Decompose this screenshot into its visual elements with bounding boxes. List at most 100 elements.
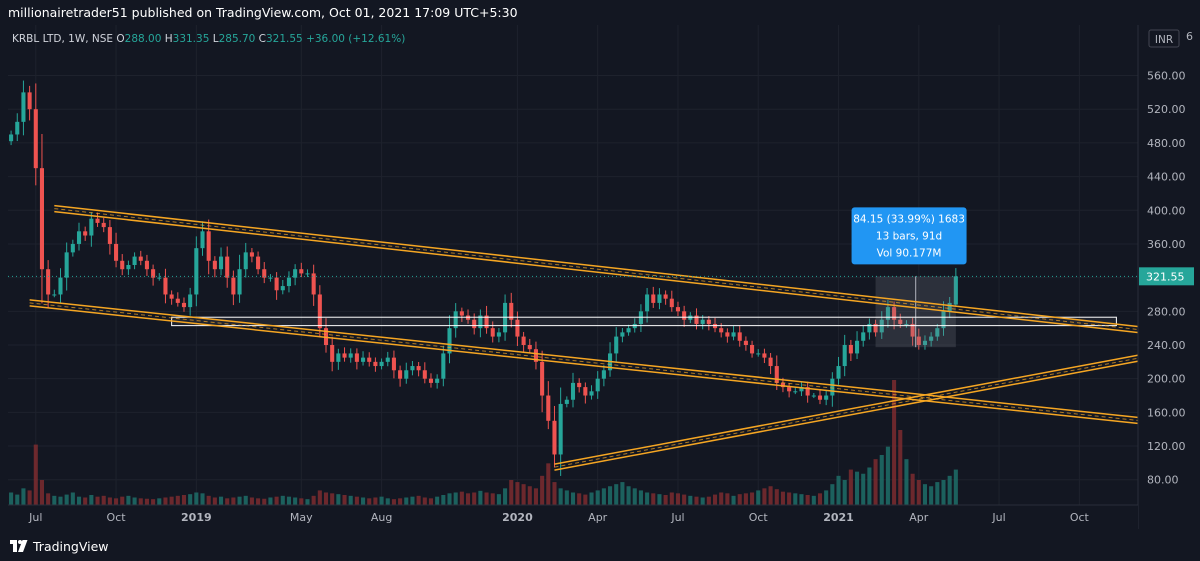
- volume-bar: [348, 495, 353, 505]
- volume-bar: [842, 480, 847, 505]
- trend-channel-line: [54, 204, 1142, 328]
- candle-body: [564, 399, 569, 404]
- volume-bar: [793, 493, 798, 505]
- candle-body: [675, 307, 681, 312]
- candle-body: [70, 243, 75, 253]
- volume-bar: [657, 494, 662, 505]
- volume-bar: [472, 492, 477, 505]
- candle-body: [323, 328, 329, 345]
- volume-bar: [490, 493, 495, 505]
- volume-bar: [774, 489, 779, 505]
- candles: [9, 80, 958, 476]
- candle-body: [577, 382, 582, 388]
- candle-body: [682, 311, 687, 320]
- overlays: KRBL LTD, 1W, NSE O288.00 H331.35 L285.7…: [12, 33, 405, 45]
- volume-bar: [780, 491, 785, 505]
- volume-bar: [848, 469, 853, 505]
- candle-body: [144, 260, 149, 270]
- candle-body: [262, 269, 267, 278]
- volume-bar: [632, 488, 637, 505]
- candle-body: [206, 231, 211, 261]
- open-value: 288.00: [125, 33, 165, 45]
- volume-bar: [126, 495, 131, 505]
- candle-body: [490, 328, 495, 337]
- candle-body: [231, 277, 236, 295]
- volume-bar: [904, 459, 909, 505]
- candle-body: [694, 315, 699, 324]
- volume-bar: [262, 498, 267, 505]
- volume-bar: [188, 494, 193, 505]
- volume-bar: [212, 497, 217, 505]
- low-label: L: [213, 33, 219, 45]
- candle-body: [52, 294, 57, 296]
- volume-bar: [422, 497, 427, 505]
- candle-body: [132, 256, 137, 265]
- time-tick-label: Apr: [909, 511, 929, 524]
- price-tick-label: 520.00: [1147, 103, 1186, 116]
- volume-bar: [509, 480, 514, 505]
- volume-bar: [750, 492, 755, 505]
- candle-body: [361, 357, 366, 362]
- tradingview-logo[interactable]: TradingView: [10, 538, 109, 554]
- volume-bar: [817, 493, 823, 505]
- volume-bar: [614, 484, 619, 505]
- volume-bar: [947, 475, 952, 505]
- candle-body: [317, 294, 322, 329]
- volume-bar: [398, 498, 403, 505]
- candle-body: [175, 298, 180, 303]
- volume-bar: [811, 495, 816, 505]
- volume-bar: [70, 492, 75, 505]
- volume-bar: [873, 459, 878, 505]
- candle-body: [188, 294, 193, 308]
- candle-body: [546, 395, 551, 421]
- candle-body: [929, 336, 934, 341]
- volume-bar: [885, 446, 890, 505]
- candle-body: [89, 218, 94, 236]
- volume-bar: [651, 493, 656, 505]
- candle-body: [657, 294, 662, 303]
- candle-body: [398, 370, 403, 379]
- candle-body: [46, 269, 51, 295]
- candle-body: [21, 92, 26, 122]
- candle-body: [904, 323, 909, 325]
- volume-bar: [323, 492, 329, 505]
- volume-bar: [293, 497, 298, 505]
- candle-body: [15, 121, 20, 135]
- candle-body: [935, 328, 940, 337]
- time-tick-label: Oct: [107, 511, 127, 524]
- volume-bar: [688, 495, 693, 505]
- volume-bar: [830, 484, 835, 505]
- volume-bar: [83, 497, 88, 505]
- candle-body: [243, 252, 248, 270]
- candle-body: [768, 357, 773, 367]
- volume-bar: [669, 492, 674, 505]
- close-value: 321.55: [266, 33, 306, 45]
- volume-bar: [311, 495, 316, 505]
- volume-bar: [169, 496, 174, 505]
- candle-body: [719, 328, 724, 333]
- last-price-badge: [1139, 267, 1194, 286]
- currency-badge: [1148, 29, 1180, 48]
- volume-bar: [898, 430, 903, 505]
- price-tick-label: 80.00: [1147, 474, 1179, 487]
- candle-body: [836, 366, 841, 379]
- volume-bar: [27, 490, 32, 505]
- candle-body: [855, 340, 860, 354]
- volume-bar: [805, 495, 810, 505]
- price-tick-label: 480.00: [1147, 137, 1186, 150]
- candle-body: [459, 311, 464, 316]
- price-chart[interactable]: 84.15 (33.99%) 1683 13 bars, 91d Vol 90.17…: [8, 25, 1194, 529]
- candle-body: [391, 357, 396, 371]
- volume-bar: [892, 380, 897, 505]
- volume-bar: [503, 488, 508, 505]
- price-tick-label: 160.00: [1147, 406, 1186, 419]
- volume-bar: [342, 495, 347, 505]
- candle-body: [947, 302, 952, 312]
- volume-bar: [410, 496, 415, 505]
- candle-body: [126, 265, 131, 270]
- candle-body: [774, 366, 779, 383]
- measure-text: 84.15 (33.99%) 1683: [853, 213, 965, 225]
- chart-area[interactable]: 84.15 (33.99%) 1683 13 bars, 91d Vol 90.17…: [8, 25, 1194, 529]
- candle-body: [885, 307, 890, 320]
- candle-body: [441, 353, 446, 379]
